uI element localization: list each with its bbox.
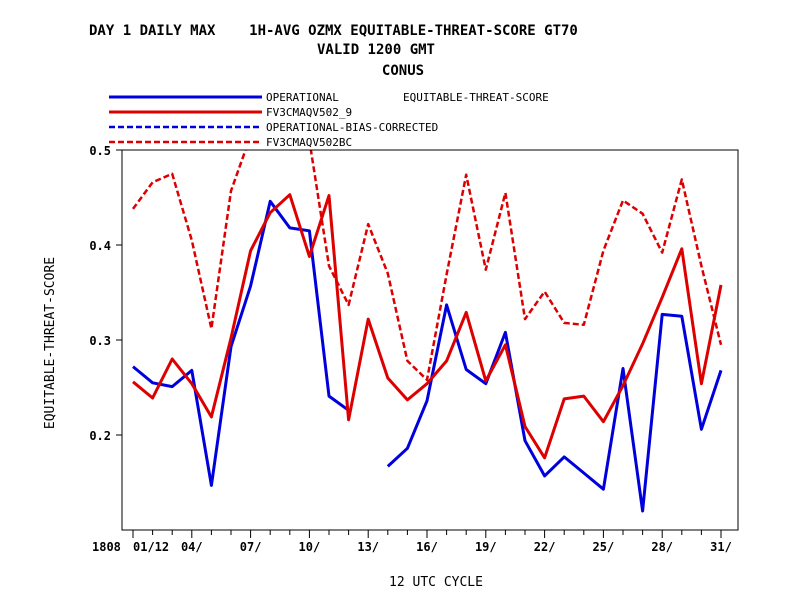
x-axis-start-label: 1808 — [92, 540, 121, 554]
series-line-operational — [132, 199, 350, 487]
x-tick-label: 28/ — [651, 540, 673, 554]
x-tick-label: 07/ — [240, 540, 262, 554]
chart-title-line-3: CONUS — [382, 63, 424, 79]
legend-label-fv3cmaqv502bc: FV3CMAQV502BC — [266, 136, 352, 149]
y-axis-ticks: 0.2 0.3 0.4 0.5 — [89, 144, 122, 443]
y-tick-label: 0.3 — [89, 334, 111, 348]
x-tick-label: 22/ — [534, 540, 556, 554]
legend-title: EQUITABLE-THREAT-SCORE — [403, 91, 549, 104]
series-layer — [131, 150, 723, 513]
y-tick-label: 0.2 — [89, 429, 111, 443]
x-tick-label: 01/12 — [133, 540, 169, 554]
series-line-fv3cmaqv502-9 — [132, 193, 723, 460]
legend: OPERATIONAL EQUITABLE-THREAT-SCORE FV3CM… — [109, 91, 549, 149]
x-tick-label: 16/ — [416, 540, 438, 554]
legend-label-operational: OPERATIONAL — [266, 91, 339, 104]
series-line-fv3cmaqv502bc — [131, 150, 723, 382]
legend-label-fv3cmaqv502-9: FV3CMAQV502_9 — [266, 106, 352, 119]
chart-title-line-2: VALID 1200 GMT — [317, 42, 435, 58]
x-axis-label: 12 UTC CYCLE — [389, 575, 483, 590]
x-axis-ticks: 01/12 04/07/10/13/16/19/22/25/28/31/ — [132, 530, 732, 554]
x-tick-label: 13/ — [357, 540, 379, 554]
x-tick-label: 25/ — [593, 540, 615, 554]
y-tick-label: 0.4 — [89, 239, 111, 253]
legend-label-operational-bias-corrected: OPERATIONAL-BIAS-CORRECTED — [266, 121, 438, 134]
chart-title-line-1: DAY 1 DAILY MAX 1H-AVG OZMX EQUITABLE-TH… — [89, 23, 578, 39]
x-tick-label: 10/ — [299, 540, 321, 554]
x-tick-label: 19/ — [475, 540, 497, 554]
series-line-operational — [386, 303, 723, 513]
x-tick-label: 31/ — [710, 540, 732, 554]
y-tick-label: 0.5 — [89, 144, 111, 158]
y-axis-label: EQUITABLE-THREAT-SCORE — [43, 257, 58, 429]
x-tick-label: 04/ — [181, 540, 203, 554]
